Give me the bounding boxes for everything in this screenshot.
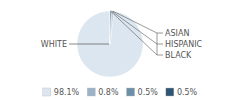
annotations: WHITE ASIAN HISPANIC BLACK — [41, 11, 203, 59]
leader-line — [157, 55, 163, 56]
legend-label: 98.1% — [54, 88, 80, 97]
annotation-label: HISPANIC — [165, 40, 203, 49]
leader-line — [113, 11, 157, 33]
chart: WHITE ASIAN HISPANIC BLACK 98.1% 0.8% 0.5% 0.5% — [0, 0, 240, 100]
legend-swatch — [43, 88, 51, 96]
legend-label: 0.5% — [177, 88, 198, 97]
legend-item: 0.8% — [87, 88, 119, 97]
legend-item: 0.5% — [166, 88, 198, 97]
leader-line — [69, 44, 109, 45]
leader-line — [112, 11, 157, 44]
legend-swatch — [87, 88, 95, 96]
legend-item: 0.5% — [127, 88, 159, 97]
bracket — [157, 33, 158, 55]
legend-label: 0.8% — [98, 88, 119, 97]
annotation-label: ASIAN — [165, 29, 189, 38]
leader-line — [157, 44, 163, 45]
leader-line — [157, 33, 163, 34]
pie-slice — [110, 11, 114, 44]
pie-slice — [110, 11, 112, 44]
legend-swatch — [166, 88, 174, 96]
legend-label: 0.5% — [138, 88, 159, 97]
annotation-label: BLACK — [165, 51, 192, 60]
legend: 98.1% 0.8% 0.5% 0.5% — [43, 88, 198, 97]
leader-line — [111, 11, 157, 55]
pie-slice — [110, 11, 111, 44]
legend-item: 98.1% — [43, 88, 80, 97]
legend-swatch — [127, 88, 135, 96]
annotation-label: WHITE — [41, 40, 67, 49]
